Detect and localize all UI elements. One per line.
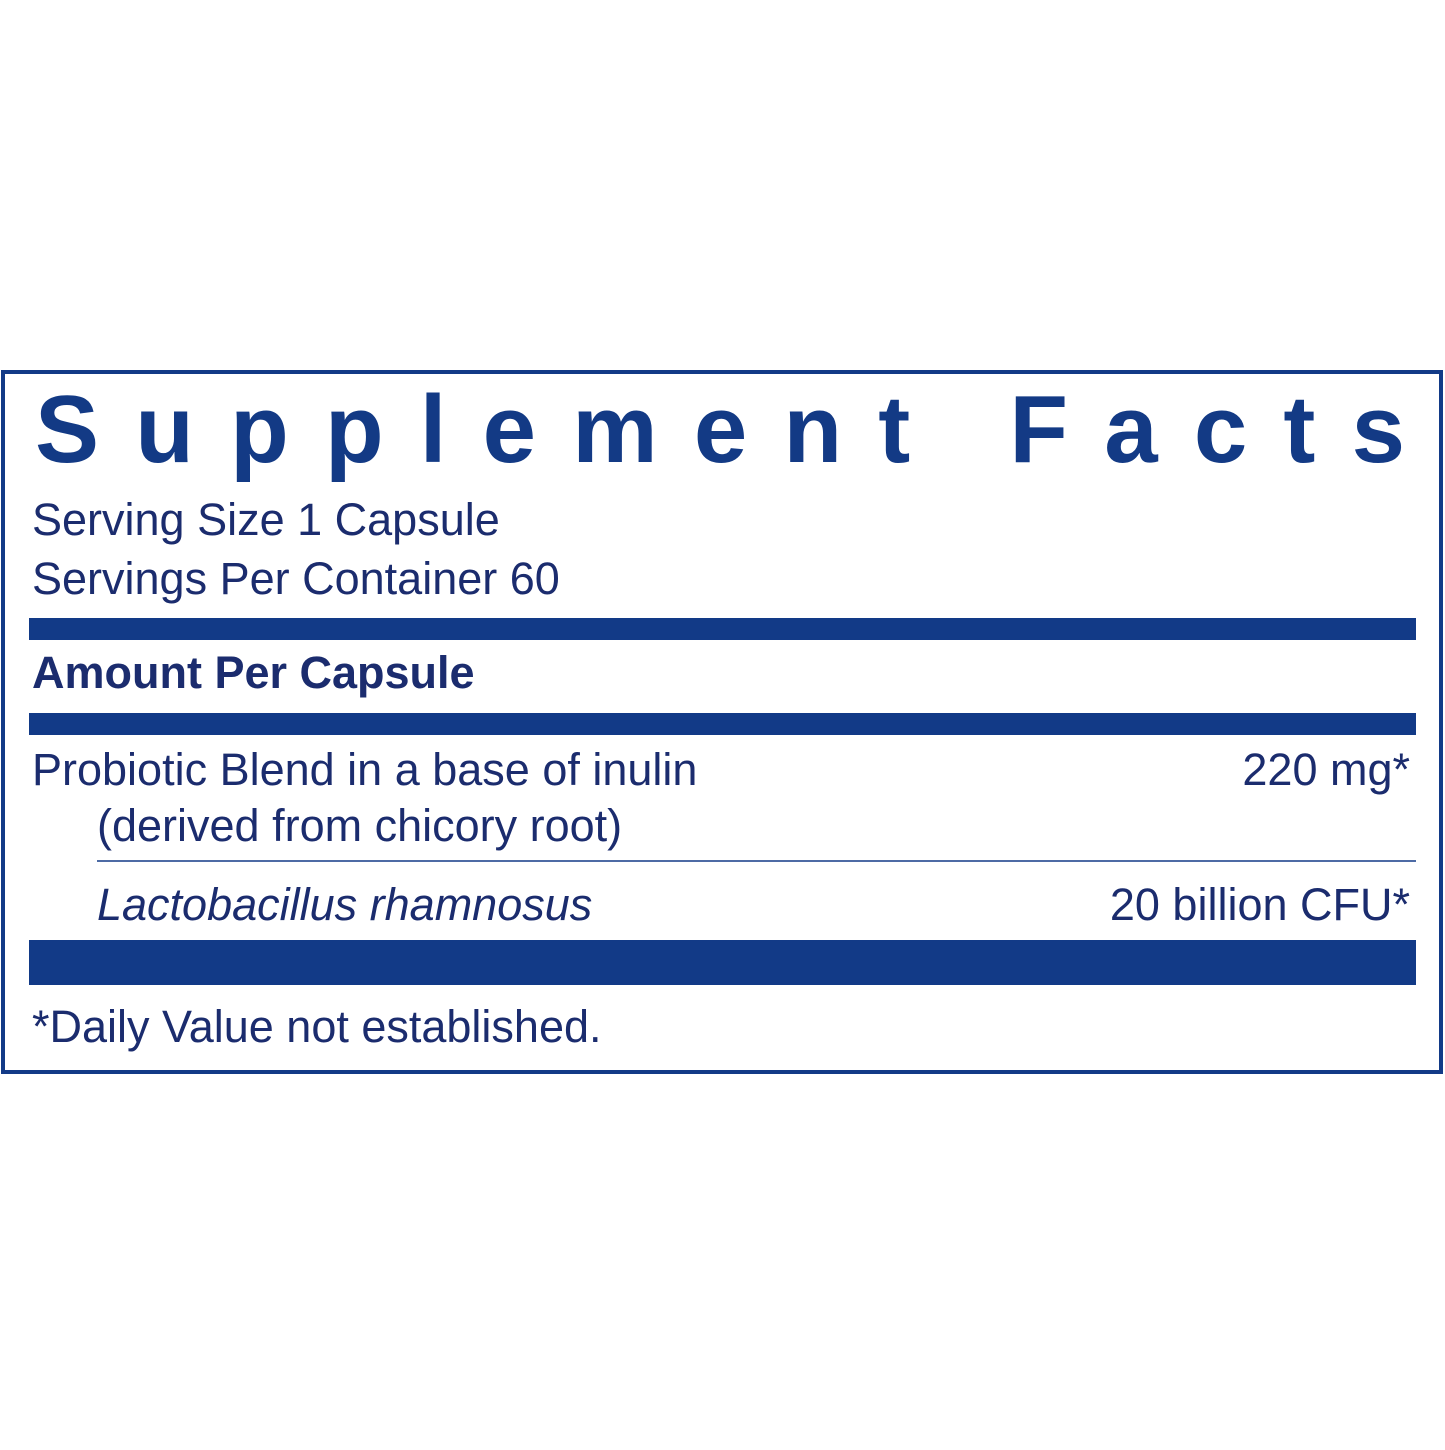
ingredient-amount: 220 mg* bbox=[1242, 744, 1410, 795]
ingredient-note: (derived from chicory root) bbox=[97, 800, 622, 851]
ingredient-name: Probiotic Blend in a base of inulin bbox=[32, 744, 697, 795]
ingredient-amount: 20 billion CFU* bbox=[1110, 879, 1410, 930]
title: Supplement Facts bbox=[35, 376, 1405, 483]
footnote: *Daily Value not established. bbox=[32, 1001, 602, 1052]
serving-size: Serving Size 1 Capsule bbox=[32, 494, 500, 545]
amount-header: Amount Per Capsule bbox=[32, 647, 475, 698]
servings-per-container: Servings Per Container 60 bbox=[32, 553, 560, 604]
divider-bar bbox=[29, 713, 1416, 735]
divider-bar bbox=[29, 618, 1416, 640]
divider-bar bbox=[29, 940, 1416, 985]
ingredient-name: Lactobacillus rhamnosus bbox=[97, 879, 592, 930]
label-border bbox=[1, 370, 1443, 1074]
